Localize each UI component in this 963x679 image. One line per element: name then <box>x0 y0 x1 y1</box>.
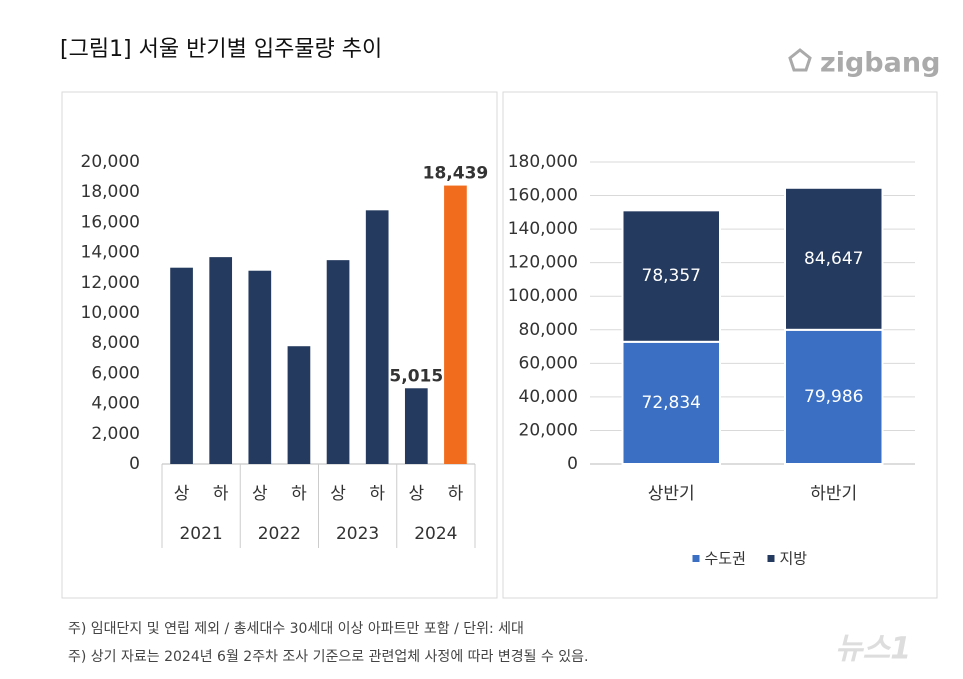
y-tick-label: 14,000 <box>81 243 140 263</box>
x-tick-label: 하 <box>291 484 307 504</box>
x-tick-label: 상반기 <box>648 484 695 504</box>
y-tick-label: 180,000 <box>508 152 578 172</box>
value-label: 78,357 <box>642 266 701 286</box>
legend-label: 수도권 <box>705 550 746 568</box>
note: 주) 상기 자료는 2024년 6월 2주차 조사 기준으로 관련업체 사정에 … <box>68 649 589 665</box>
logo-icon <box>788 48 812 72</box>
bar <box>404 388 428 464</box>
bar <box>444 185 467 464</box>
group-label: 2024 <box>414 524 457 544</box>
y-tick-label: 10,000 <box>81 303 140 323</box>
group-label: 2021 <box>179 524 222 544</box>
bar-segment <box>621 340 721 465</box>
panel <box>61 91 498 599</box>
value-label: 79,986 <box>804 387 863 407</box>
y-tick-label: 100,000 <box>508 286 578 306</box>
y-tick-label: 18,000 <box>81 182 140 202</box>
bar <box>365 210 389 464</box>
x-tick-label: 상 <box>252 484 268 504</box>
y-tick-label: 6,000 <box>91 363 140 383</box>
y-tick-label: 8,000 <box>91 333 140 353</box>
y-tick-label: 40,000 <box>519 387 578 407</box>
y-tick-label: 60,000 <box>519 353 578 373</box>
value-label: 5,015 <box>389 366 443 386</box>
y-tick-label: 0 <box>567 454 578 474</box>
x-tick-label: 상 <box>330 484 346 504</box>
y-tick-label: 160,000 <box>508 186 578 206</box>
y-tick-label: 140,000 <box>508 219 578 239</box>
x-tick-label: 상 <box>174 484 190 504</box>
watermark: 뉴스1 <box>835 632 911 667</box>
y-tick-label: 12,000 <box>81 273 140 293</box>
bar <box>170 267 193 464</box>
note: 주) 임대단지 및 연립 제외 / 총세대수 30세대 이상 아파트만 포함 /… <box>68 621 524 637</box>
bar-segment <box>621 209 721 343</box>
legend-swatch <box>692 555 700 562</box>
bar-segment <box>784 186 884 331</box>
value-label: 72,834 <box>642 393 701 413</box>
group-label: 2023 <box>336 524 379 544</box>
bar <box>209 257 233 464</box>
bar-segment <box>784 328 884 465</box>
bar <box>287 346 311 464</box>
y-tick-label: 80,000 <box>519 320 578 340</box>
x-tick-label: 하반기 <box>810 484 857 504</box>
value-label: 18,439 <box>423 164 489 184</box>
x-tick-label: 하 <box>448 484 464 504</box>
bar <box>248 270 272 464</box>
panel <box>502 91 938 599</box>
legend-label: 지방 <box>780 550 808 568</box>
y-tick-label: 20,000 <box>81 152 140 172</box>
x-tick-label: 하 <box>369 484 385 504</box>
y-tick-label: 16,000 <box>81 212 140 232</box>
group-label: 2022 <box>258 524 301 544</box>
title: [그림1] 서울 반기별 입주물량 추이 <box>60 37 382 62</box>
y-tick-label: 20,000 <box>519 420 578 440</box>
y-tick-label: 4,000 <box>91 394 140 414</box>
legend-swatch <box>767 555 775 562</box>
x-tick-label: 하 <box>213 484 229 504</box>
y-tick-label: 0 <box>129 454 140 474</box>
value-label: 84,647 <box>804 249 863 269</box>
bar <box>326 260 350 464</box>
y-tick-label: 120,000 <box>508 253 578 273</box>
logo: zigbang <box>820 48 940 79</box>
x-tick-label: 상 <box>408 484 424 504</box>
y-tick-label: 2,000 <box>91 424 140 444</box>
